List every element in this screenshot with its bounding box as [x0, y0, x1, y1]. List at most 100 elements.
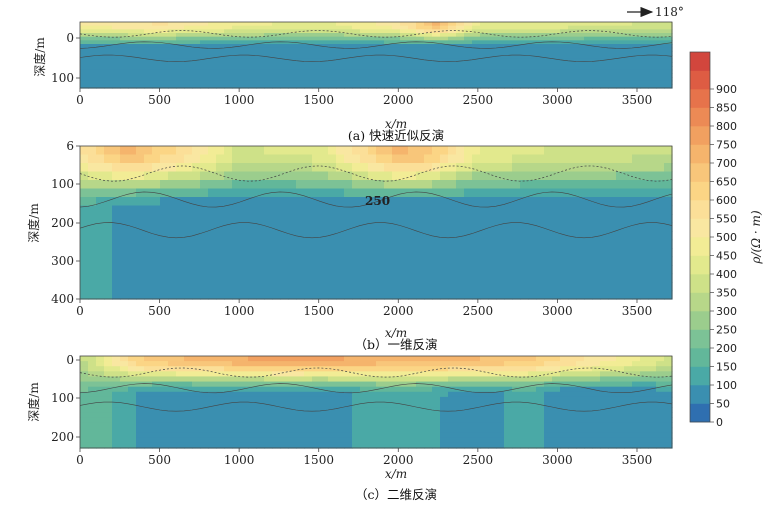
heatmap-cell [416, 437, 425, 444]
heatmap-cell [520, 44, 529, 49]
heatmap-cell [584, 248, 593, 258]
heatmap-cell [400, 239, 409, 249]
heatmap-cell [384, 366, 393, 372]
heatmap-cell [272, 396, 281, 403]
heatmap-cell [80, 290, 89, 300]
heatmap-cell [464, 402, 473, 408]
heatmap-cell [552, 371, 561, 378]
heatmap-cell [216, 239, 225, 249]
heatmap-cell [272, 22, 281, 27]
heatmap-cell [136, 432, 145, 439]
heatmap-cell [272, 47, 281, 52]
heatmap-cell [648, 77, 657, 82]
heatmap-cell [336, 40, 345, 45]
colorbar-tick-label: 600 [716, 194, 737, 207]
heatmap-cell [536, 171, 545, 181]
heatmap-cell [352, 180, 361, 190]
heatmap-cell [168, 25, 177, 30]
heatmap-cell [488, 163, 497, 173]
heatmap-cell [224, 386, 233, 393]
heatmap-cell [304, 44, 313, 49]
heatmap-cell [560, 396, 569, 403]
heatmap-cell [200, 205, 209, 215]
heatmap-cell [504, 163, 513, 173]
heatmap-cell [416, 381, 425, 388]
heatmap-cell [232, 214, 241, 224]
heatmap-cell [248, 222, 257, 232]
heatmap-cell [224, 73, 233, 78]
heatmap-cell [648, 36, 657, 41]
heatmap-cell [440, 391, 449, 398]
contour-line [79, 54, 673, 62]
heatmap-cell [272, 69, 281, 74]
heatmap-cell [384, 154, 393, 164]
heatmap-cell [480, 222, 489, 232]
heatmap-cell [96, 77, 105, 82]
heatmap-cell [96, 381, 105, 388]
heatmap-cell [480, 214, 489, 224]
heatmap-cell [544, 442, 553, 449]
heatmap-cell [112, 366, 121, 372]
heatmap-cell [160, 256, 169, 266]
heatmap-cell [408, 180, 417, 190]
heatmap-cell [552, 222, 561, 232]
heatmap-cell [448, 51, 457, 56]
heatmap-cell [464, 180, 473, 190]
heatmap-cell [520, 29, 529, 34]
heatmap-cell [120, 55, 129, 60]
heatmap-cell [240, 386, 249, 393]
heatmap-cell [488, 171, 497, 181]
heatmap-cell [320, 391, 329, 398]
heatmap-cell [176, 84, 185, 89]
heatmap-cell [496, 381, 505, 388]
heatmap-cell [264, 29, 273, 34]
heatmap-cell [256, 427, 265, 434]
heatmap-cell [288, 366, 297, 372]
heatmap-cell [120, 239, 129, 249]
heatmap-cell [216, 256, 225, 266]
heatmap-cell [200, 231, 209, 241]
heatmap-cell [320, 40, 329, 45]
heatmap-cell [112, 437, 121, 444]
heatmap-cell [384, 214, 393, 224]
heatmap-cell [136, 427, 145, 434]
heatmap-cell [168, 391, 177, 398]
heatmap-cell [168, 73, 177, 78]
heatmap-cell [488, 376, 497, 383]
heatmap-cell [448, 66, 457, 71]
heatmap-cell [264, 231, 273, 241]
heatmap-cell [344, 391, 353, 398]
heatmap-cell [312, 402, 321, 408]
heatmap-cell [80, 51, 89, 56]
heatmap-cell [120, 231, 129, 241]
heatmap-cell [360, 248, 369, 258]
heatmap-cell [568, 361, 577, 367]
heatmap-cell [352, 77, 361, 82]
heatmap-cell [184, 47, 193, 52]
heatmap-cell [296, 66, 305, 71]
heatmap-cell [456, 417, 465, 424]
heatmap-cell [432, 381, 441, 388]
heatmap-cell [176, 58, 185, 63]
heatmap-cell [448, 391, 457, 398]
heatmap-cell [640, 412, 649, 418]
heatmap-cell [480, 231, 489, 241]
heatmap-cell [576, 356, 585, 362]
heatmap-cell [128, 386, 137, 393]
heatmap-cell [536, 231, 545, 241]
heatmap-cell [632, 40, 641, 45]
heatmap-cell [232, 146, 241, 156]
heatmap-cell [648, 427, 657, 434]
heatmap-cell [424, 154, 433, 164]
heatmap-cell [472, 366, 481, 372]
heatmap-cell [640, 62, 649, 67]
heatmap-cell [648, 205, 657, 215]
heatmap-cell [664, 376, 673, 383]
heatmap-cell [520, 22, 529, 27]
heatmap-cell [368, 51, 377, 56]
heatmap-cell [128, 73, 137, 78]
heatmap-cell [336, 442, 345, 449]
heatmap-cell [592, 239, 601, 249]
heatmap-cell [328, 55, 337, 60]
heatmap-cell [528, 44, 537, 49]
